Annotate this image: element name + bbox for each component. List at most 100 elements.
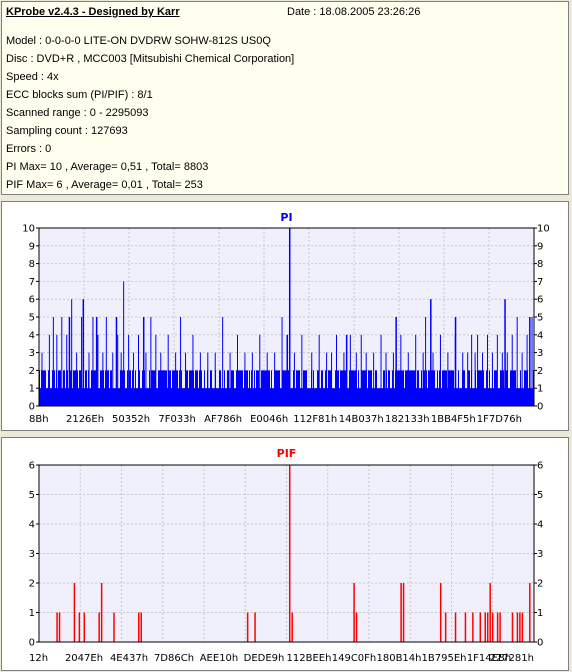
pi-bar: [64, 370, 65, 406]
pi-bar: [352, 370, 353, 406]
pi-bar: [486, 334, 488, 406]
pi-bar: [153, 370, 154, 406]
speed-line: Speed : 4x: [6, 71, 59, 83]
pi-bar: [159, 370, 160, 406]
pi-bar: [237, 334, 238, 406]
pif-bar: [444, 612, 447, 642]
pi-bar: [51, 388, 52, 406]
pi-bar: [526, 370, 527, 406]
pi-bar: [439, 334, 441, 406]
pi-bar: [305, 370, 306, 406]
pi-bar: [345, 370, 346, 406]
pi-bar: [131, 388, 132, 406]
pi-bar: [157, 388, 158, 406]
pi-bar: [277, 370, 278, 406]
pi-bar: [397, 370, 398, 406]
pi-bar: [499, 388, 500, 406]
pi-bar: [222, 317, 224, 406]
pi-bar: [441, 388, 442, 406]
pi-bar: [365, 370, 366, 406]
plot-frame: [38, 464, 535, 643]
pi-bar: [490, 388, 491, 406]
pi-bar: [144, 370, 145, 406]
pif-bar: [140, 612, 142, 642]
pi-bar: [404, 388, 405, 406]
pif-bar: [73, 583, 76, 642]
y-tick-label-left: 8: [29, 259, 35, 270]
pi-bar: [303, 370, 304, 406]
pi-bar: [410, 370, 411, 406]
pi-bar: [405, 370, 406, 406]
pi-bar: [335, 370, 336, 406]
pi-bar: [72, 388, 73, 406]
pif-bar: [288, 465, 291, 642]
y-tick-label-left: 9: [29, 241, 35, 252]
pi-bar: [225, 388, 226, 406]
pi-bar: [365, 352, 367, 406]
pi-bar: [288, 370, 289, 406]
pi-bar: [452, 370, 453, 406]
y-tick-label-right: 4: [537, 520, 543, 531]
pi-bar: [137, 388, 138, 406]
pi-bar: [63, 370, 64, 406]
pif-chart: PIF 0 0 1 1 2 2 3 3 4 4 5 5 6 6 12h 2047Eh 4E437h 7D86Ch AE…: [29, 447, 544, 664]
pi-bar: [349, 370, 350, 406]
pi-bar: [129, 370, 130, 406]
pi-bar: [525, 370, 526, 406]
pi-bar: [325, 370, 326, 406]
pi-bar: [484, 388, 485, 406]
pi-bar: [516, 317, 518, 406]
pi-bar: [61, 317, 63, 406]
x-tick-label: 182133h: [385, 414, 430, 425]
y-tick-label-right: 5: [537, 313, 543, 324]
pi-bar: [295, 388, 296, 406]
pi-bar: [209, 388, 210, 406]
pi-bar: [306, 370, 307, 406]
x-tick-label: AEE10h: [200, 653, 239, 664]
pi-bar: [300, 388, 301, 406]
pi-bar: [368, 370, 369, 406]
pi-spike: [82, 299, 85, 406]
pi-bar: [355, 370, 356, 406]
pi-bar: [191, 370, 192, 406]
pi-bar: [447, 352, 449, 406]
pi-bar: [414, 370, 415, 406]
pi-bar: [422, 352, 424, 406]
pi-bar: [216, 388, 217, 406]
pif-bar: [113, 612, 115, 642]
pi-bar: [337, 370, 338, 406]
pi-bar: [265, 370, 266, 406]
y-tick-label-left: 0: [29, 402, 35, 413]
pi-bar: [120, 370, 121, 406]
pi-bar: [307, 388, 308, 406]
pif-bar: [486, 612, 489, 642]
pi-bar: [326, 352, 328, 406]
pi-bar: [79, 370, 80, 406]
pi-bar: [263, 370, 264, 406]
pif-bar: [246, 612, 249, 642]
pi-bar: [259, 334, 261, 406]
pi-bar: [432, 370, 433, 406]
pif-bar: [479, 612, 482, 642]
pi-bar: [439, 370, 440, 406]
pi-bar: [81, 317, 83, 406]
pi-bar: [43, 370, 44, 406]
pi-bar: [498, 388, 499, 406]
pi-bar: [78, 388, 79, 406]
pi-bar: [175, 352, 177, 406]
pi-spike: [286, 334, 288, 406]
pi-bar: [503, 370, 504, 406]
pi-bar: [124, 370, 125, 406]
pi-bar: [450, 370, 451, 406]
pi-bar: [301, 334, 303, 406]
pi-bar: [167, 334, 169, 406]
pif-bar: [56, 612, 58, 642]
y-tick-label-left: 6: [29, 295, 35, 306]
pi-bar: [62, 388, 63, 406]
pif-bar: [491, 612, 494, 642]
pi-bar: [94, 370, 95, 406]
pi-bar: [55, 388, 56, 406]
pi-bar: [113, 388, 114, 406]
pi-bar: [511, 334, 513, 406]
pi-bar: [488, 388, 489, 406]
